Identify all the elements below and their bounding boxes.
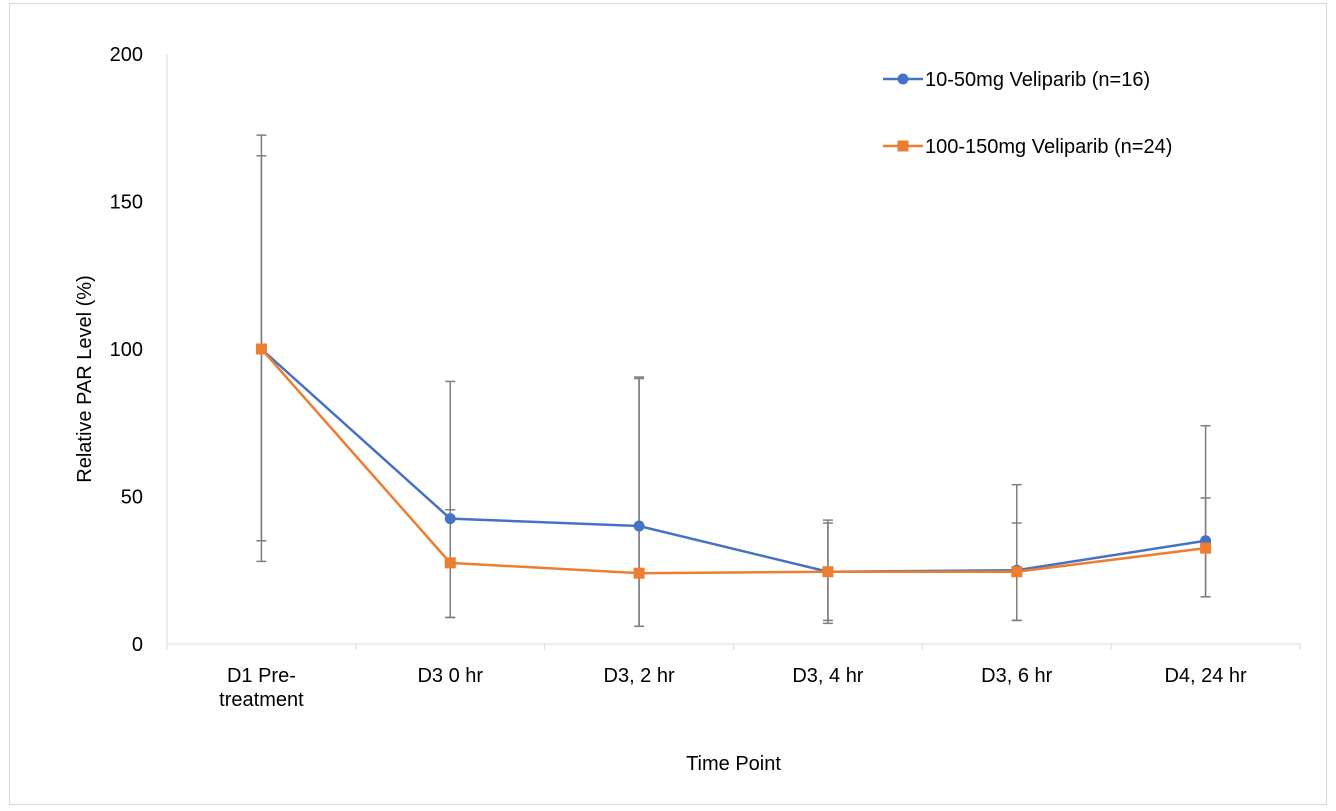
x-tick-label: D3 0 hr (417, 665, 483, 687)
series-line-1 (260, 348, 1206, 573)
x-tick-label: treatment (219, 689, 304, 711)
x-tick-label: D3, 4 hr (792, 665, 863, 687)
series-lines (260, 348, 1206, 575)
x-tick-label: D1 Pre- (227, 665, 296, 687)
data-point-square (633, 567, 645, 579)
x-tick-label: D3, 2 hr (604, 665, 675, 687)
y-tick-label: 0 (132, 634, 143, 656)
y-axis-title: Relative PAR Level (%) (74, 275, 96, 482)
y-tick-label: 100 (110, 339, 143, 361)
legend: 10-50mg Veliparib (n=16) 100-150mg Velipa… (883, 69, 1172, 158)
error-bars (256, 134, 1211, 628)
legend-marker-square (897, 140, 909, 152)
data-point-square (255, 343, 267, 355)
x-tick-label: D3, 6 hr (981, 665, 1052, 687)
legend-label: 10-50mg Veliparib (n=16) (925, 69, 1150, 91)
data-point-circle (444, 513, 456, 525)
y-axis: 0 50 100 150 200 (110, 44, 168, 656)
series-markers (255, 343, 1212, 579)
data-point-square (822, 566, 834, 578)
x-axis: D1 Pre-treatment D3 0 hr D3, 2 hr D3, 4 hr D… (166, 643, 1301, 711)
y-tick-label: 200 (110, 44, 143, 66)
y-tick-label: 150 (110, 192, 143, 214)
legend-marker-circle (897, 73, 909, 85)
data-point-square (1200, 542, 1212, 554)
line-chart: 0 50 100 150 200 D1 Pre-treatment D3 0 hr D3, … (74, 44, 1301, 775)
data-point-square (444, 557, 456, 569)
data-point-square (1011, 566, 1023, 578)
chart-frame: 0 50 100 150 200 D1 Pre-treatment D3 0 hr D3, … (9, 3, 1327, 805)
x-tick-label: D4, 24 hr (1164, 665, 1247, 687)
series-line-2 (260, 348, 1206, 575)
data-point-circle (633, 520, 645, 532)
legend-label: 100-150mg Veliparib (n=24) (925, 136, 1172, 158)
y-tick-label: 50 (121, 487, 143, 509)
x-axis-title: Time Point (686, 753, 781, 775)
